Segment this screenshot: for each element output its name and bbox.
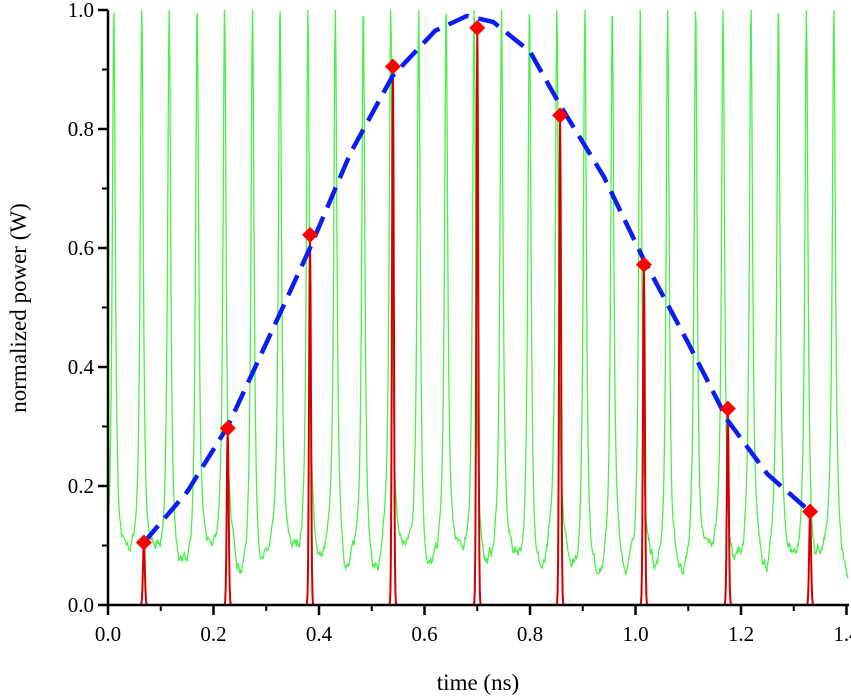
y-axis-label: normalized power (W) bbox=[6, 203, 31, 412]
y-tick-label: 0.4 bbox=[68, 355, 95, 379]
x-tick-label: 0.2 bbox=[200, 622, 226, 646]
x-axis-label: time (ns) bbox=[437, 670, 519, 695]
red-pulse bbox=[555, 115, 565, 605]
data-point-marker bbox=[302, 226, 319, 243]
axes: 0.0 0.2 0.4 0.6 0.8 1.0 1.2 1.4 0.0 0.2 0.4 0.6 0.8 1… bbox=[68, 0, 851, 646]
red-pulse bbox=[139, 542, 148, 605]
x-tick-label: 1.2 bbox=[728, 622, 754, 646]
red-pulses bbox=[139, 27, 815, 605]
data-point-marker bbox=[802, 503, 819, 520]
envelope-layer bbox=[142, 13, 812, 544]
y-tick-label: 0.8 bbox=[68, 117, 94, 141]
x-tick-label: 0.6 bbox=[411, 622, 437, 646]
data-point-marker bbox=[384, 58, 401, 75]
x-tick-label: 0.8 bbox=[517, 622, 543, 646]
data-point-marker bbox=[635, 256, 652, 273]
red-pulse bbox=[305, 234, 315, 605]
y-tick-label: 0.6 bbox=[68, 236, 94, 260]
data-point-marker bbox=[135, 534, 152, 551]
x-tick-label: 0.0 bbox=[95, 622, 121, 646]
y-tick-label: 0.2 bbox=[68, 474, 94, 498]
x-tick-label: 1.4 bbox=[833, 622, 851, 646]
marker-layer bbox=[135, 19, 819, 551]
envelope-line bbox=[142, 13, 812, 544]
red-pulse bbox=[805, 511, 815, 605]
y-tick-label: 1.0 bbox=[68, 0, 94, 22]
data-point-marker bbox=[719, 400, 736, 417]
data-point-marker bbox=[219, 420, 236, 437]
data-point-marker bbox=[469, 19, 486, 36]
x-tick-label: 1.0 bbox=[622, 622, 648, 646]
x-tick-label: 0.4 bbox=[306, 622, 333, 646]
y-tick-label: 0.0 bbox=[68, 593, 94, 617]
data-point-marker bbox=[552, 107, 569, 124]
